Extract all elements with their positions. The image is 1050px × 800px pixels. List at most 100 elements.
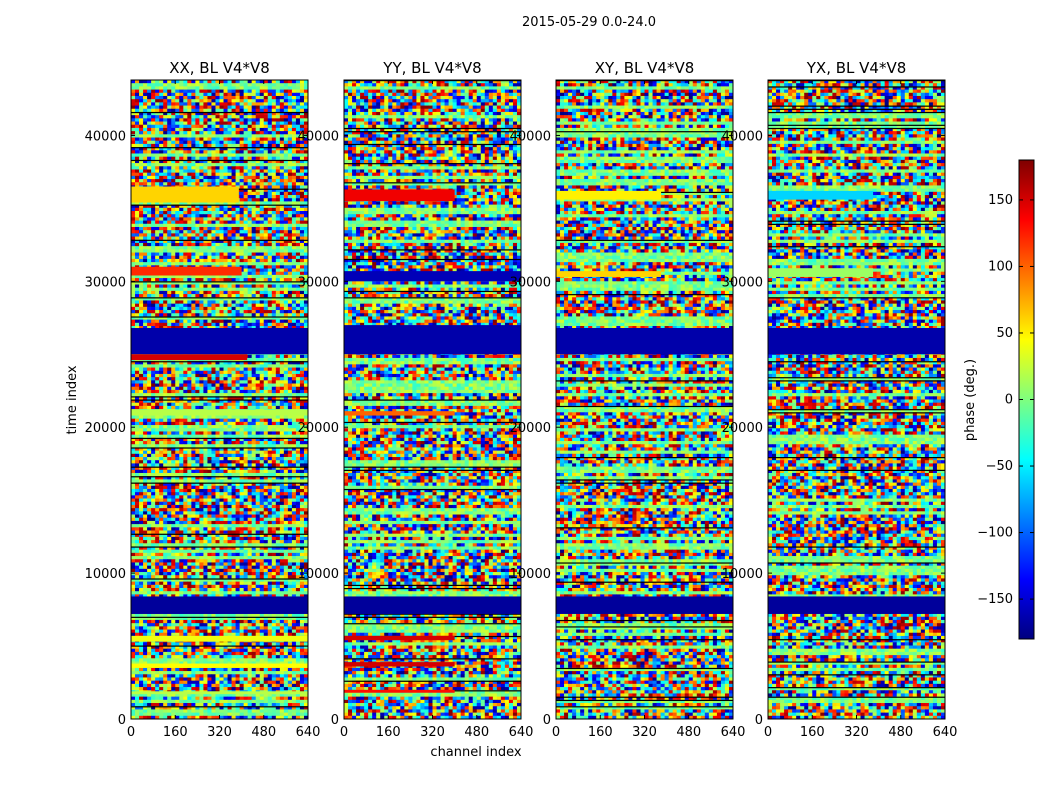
- heatmap-cell: [167, 89, 172, 94]
- heatmap-cell: [227, 287, 232, 292]
- heatmap-cell: [187, 127, 192, 132]
- heatmap-cell: [207, 159, 212, 164]
- heatmap-cell: [279, 111, 285, 116]
- heatmap-cell: [223, 418, 228, 423]
- heatmap-cell: [143, 300, 148, 305]
- heatmap-cell: [167, 290, 172, 295]
- heatmap-cell: [291, 95, 297, 100]
- heatmap-cell: [259, 377, 265, 381]
- heatmap-cell: [211, 370, 216, 375]
- heatmap-cell: [291, 127, 297, 132]
- heatmap-cell: [243, 140, 249, 145]
- heatmap-cell: [235, 143, 241, 148]
- heatmap-cell: [175, 258, 180, 263]
- heatmap-cell: [267, 204, 273, 209]
- heatmap-cell: [291, 105, 297, 110]
- heatmap-cell: [299, 268, 305, 273]
- heatmap-cell: [243, 137, 249, 142]
- heatmap-cell: [283, 108, 289, 113]
- heatmap-cell: [275, 115, 281, 119]
- heatmap-cell: [227, 425, 232, 429]
- heatmap-cell: [179, 214, 184, 218]
- heatmap-cell: [183, 226, 188, 231]
- heatmap-cell: [267, 281, 273, 285]
- heatmap-cell: [271, 428, 277, 432]
- heatmap-cell: [251, 118, 257, 122]
- heatmap-cell: [231, 163, 236, 167]
- heatmap-cell: [227, 156, 232, 161]
- heatmap-cell: [187, 437, 192, 442]
- heatmap-cell: [183, 437, 188, 442]
- heatmap-cell: [255, 284, 261, 289]
- heatmap-cell: [271, 159, 277, 164]
- heatmap-cell: [175, 274, 180, 279]
- heatmap-cell: [247, 418, 253, 423]
- heatmap-cell: [139, 86, 144, 90]
- heatmap-cell: [251, 80, 257, 84]
- heatmap-cell: [131, 290, 136, 295]
- heatmap-cell: [295, 383, 301, 388]
- heatmap-cell: [175, 95, 180, 100]
- heatmap-cell: [131, 175, 136, 180]
- heatmap-cell: [275, 287, 281, 292]
- heatmap-cell: [271, 284, 277, 289]
- heatmap-cell: [247, 255, 253, 260]
- heatmap-cell: [271, 185, 277, 190]
- heatmap-cell: [227, 281, 232, 285]
- heatmap-cell: [163, 434, 168, 439]
- heatmap-cell: [179, 124, 184, 129]
- heatmap-cell: [211, 428, 216, 432]
- heatmap-cell: [299, 428, 305, 432]
- heatmap-cell: [303, 188, 308, 193]
- heatmap-cell: [171, 211, 176, 215]
- heatmap-cell: [131, 220, 136, 225]
- heatmap-cell: [211, 201, 216, 205]
- heatmap-cell: [155, 255, 160, 260]
- heatmap-cell: [267, 217, 273, 221]
- heatmap-cell: [235, 313, 241, 317]
- heatmap-cell: [279, 265, 285, 269]
- heatmap-cell: [139, 127, 144, 132]
- heatmap-cell: [267, 316, 273, 321]
- heatmap-cell: [159, 287, 164, 292]
- heatmap-cell: [139, 99, 144, 103]
- heatmap-cell: [199, 233, 204, 237]
- heatmap-cell: [151, 159, 156, 164]
- heatmap-cell: [267, 220, 273, 225]
- heatmap-cell: [303, 143, 308, 148]
- heatmap-cell: [195, 326, 200, 330]
- heatmap-cell: [231, 319, 236, 324]
- heatmap-cell: [135, 322, 140, 327]
- heatmap-cell: [199, 399, 204, 404]
- heatmap-cell: [279, 389, 285, 394]
- heatmap-cell: [159, 211, 164, 215]
- heatmap-cell: [163, 399, 168, 404]
- heatmap-cell: [247, 191, 253, 196]
- heatmap-cell: [147, 441, 152, 445]
- heatmap-cell: [215, 393, 220, 397]
- heatmap-cell: [171, 437, 176, 442]
- heatmap-cell: [275, 236, 281, 241]
- heatmap-cell: [247, 102, 253, 106]
- heatmap-cell: [223, 105, 228, 110]
- heatmap-cell: [227, 310, 232, 314]
- heatmap-cell: [187, 402, 192, 407]
- heatmap-cell: [131, 402, 136, 407]
- heatmap-cell: [183, 393, 188, 397]
- heatmap-cell: [275, 322, 281, 327]
- heatmap-cell: [199, 236, 204, 241]
- heatmap-cell: [175, 80, 180, 84]
- heatmap-cell: [243, 386, 249, 391]
- heatmap-cell: [135, 364, 140, 368]
- heatmap-cell: [239, 159, 245, 164]
- heatmap-cell: [211, 140, 216, 145]
- heatmap-cell: [239, 271, 245, 276]
- heatmap-cell: [147, 373, 152, 378]
- heatmap-cell: [175, 370, 180, 375]
- heatmap-cell: [271, 134, 277, 138]
- heatmap-cell: [263, 115, 269, 119]
- heatmap-cell: [175, 211, 180, 215]
- heatmap-cell: [259, 108, 265, 113]
- heatmap-cell: [279, 268, 285, 273]
- heatmap-cell: [199, 99, 204, 103]
